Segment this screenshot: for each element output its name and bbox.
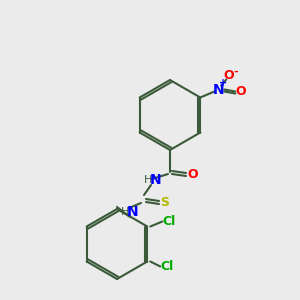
- Text: N: N: [127, 205, 139, 219]
- Text: Cl: Cl: [161, 260, 174, 273]
- Text: N: N: [212, 82, 224, 97]
- Text: H: H: [144, 175, 152, 185]
- Text: O: O: [223, 69, 234, 82]
- Text: -: -: [233, 67, 238, 76]
- Text: N: N: [150, 173, 162, 187]
- Text: O: O: [235, 85, 246, 98]
- Text: S: S: [160, 196, 169, 208]
- Text: +: +: [219, 79, 227, 88]
- Text: Cl: Cl: [163, 215, 176, 228]
- Text: H: H: [121, 207, 129, 217]
- Text: O: O: [188, 167, 198, 181]
